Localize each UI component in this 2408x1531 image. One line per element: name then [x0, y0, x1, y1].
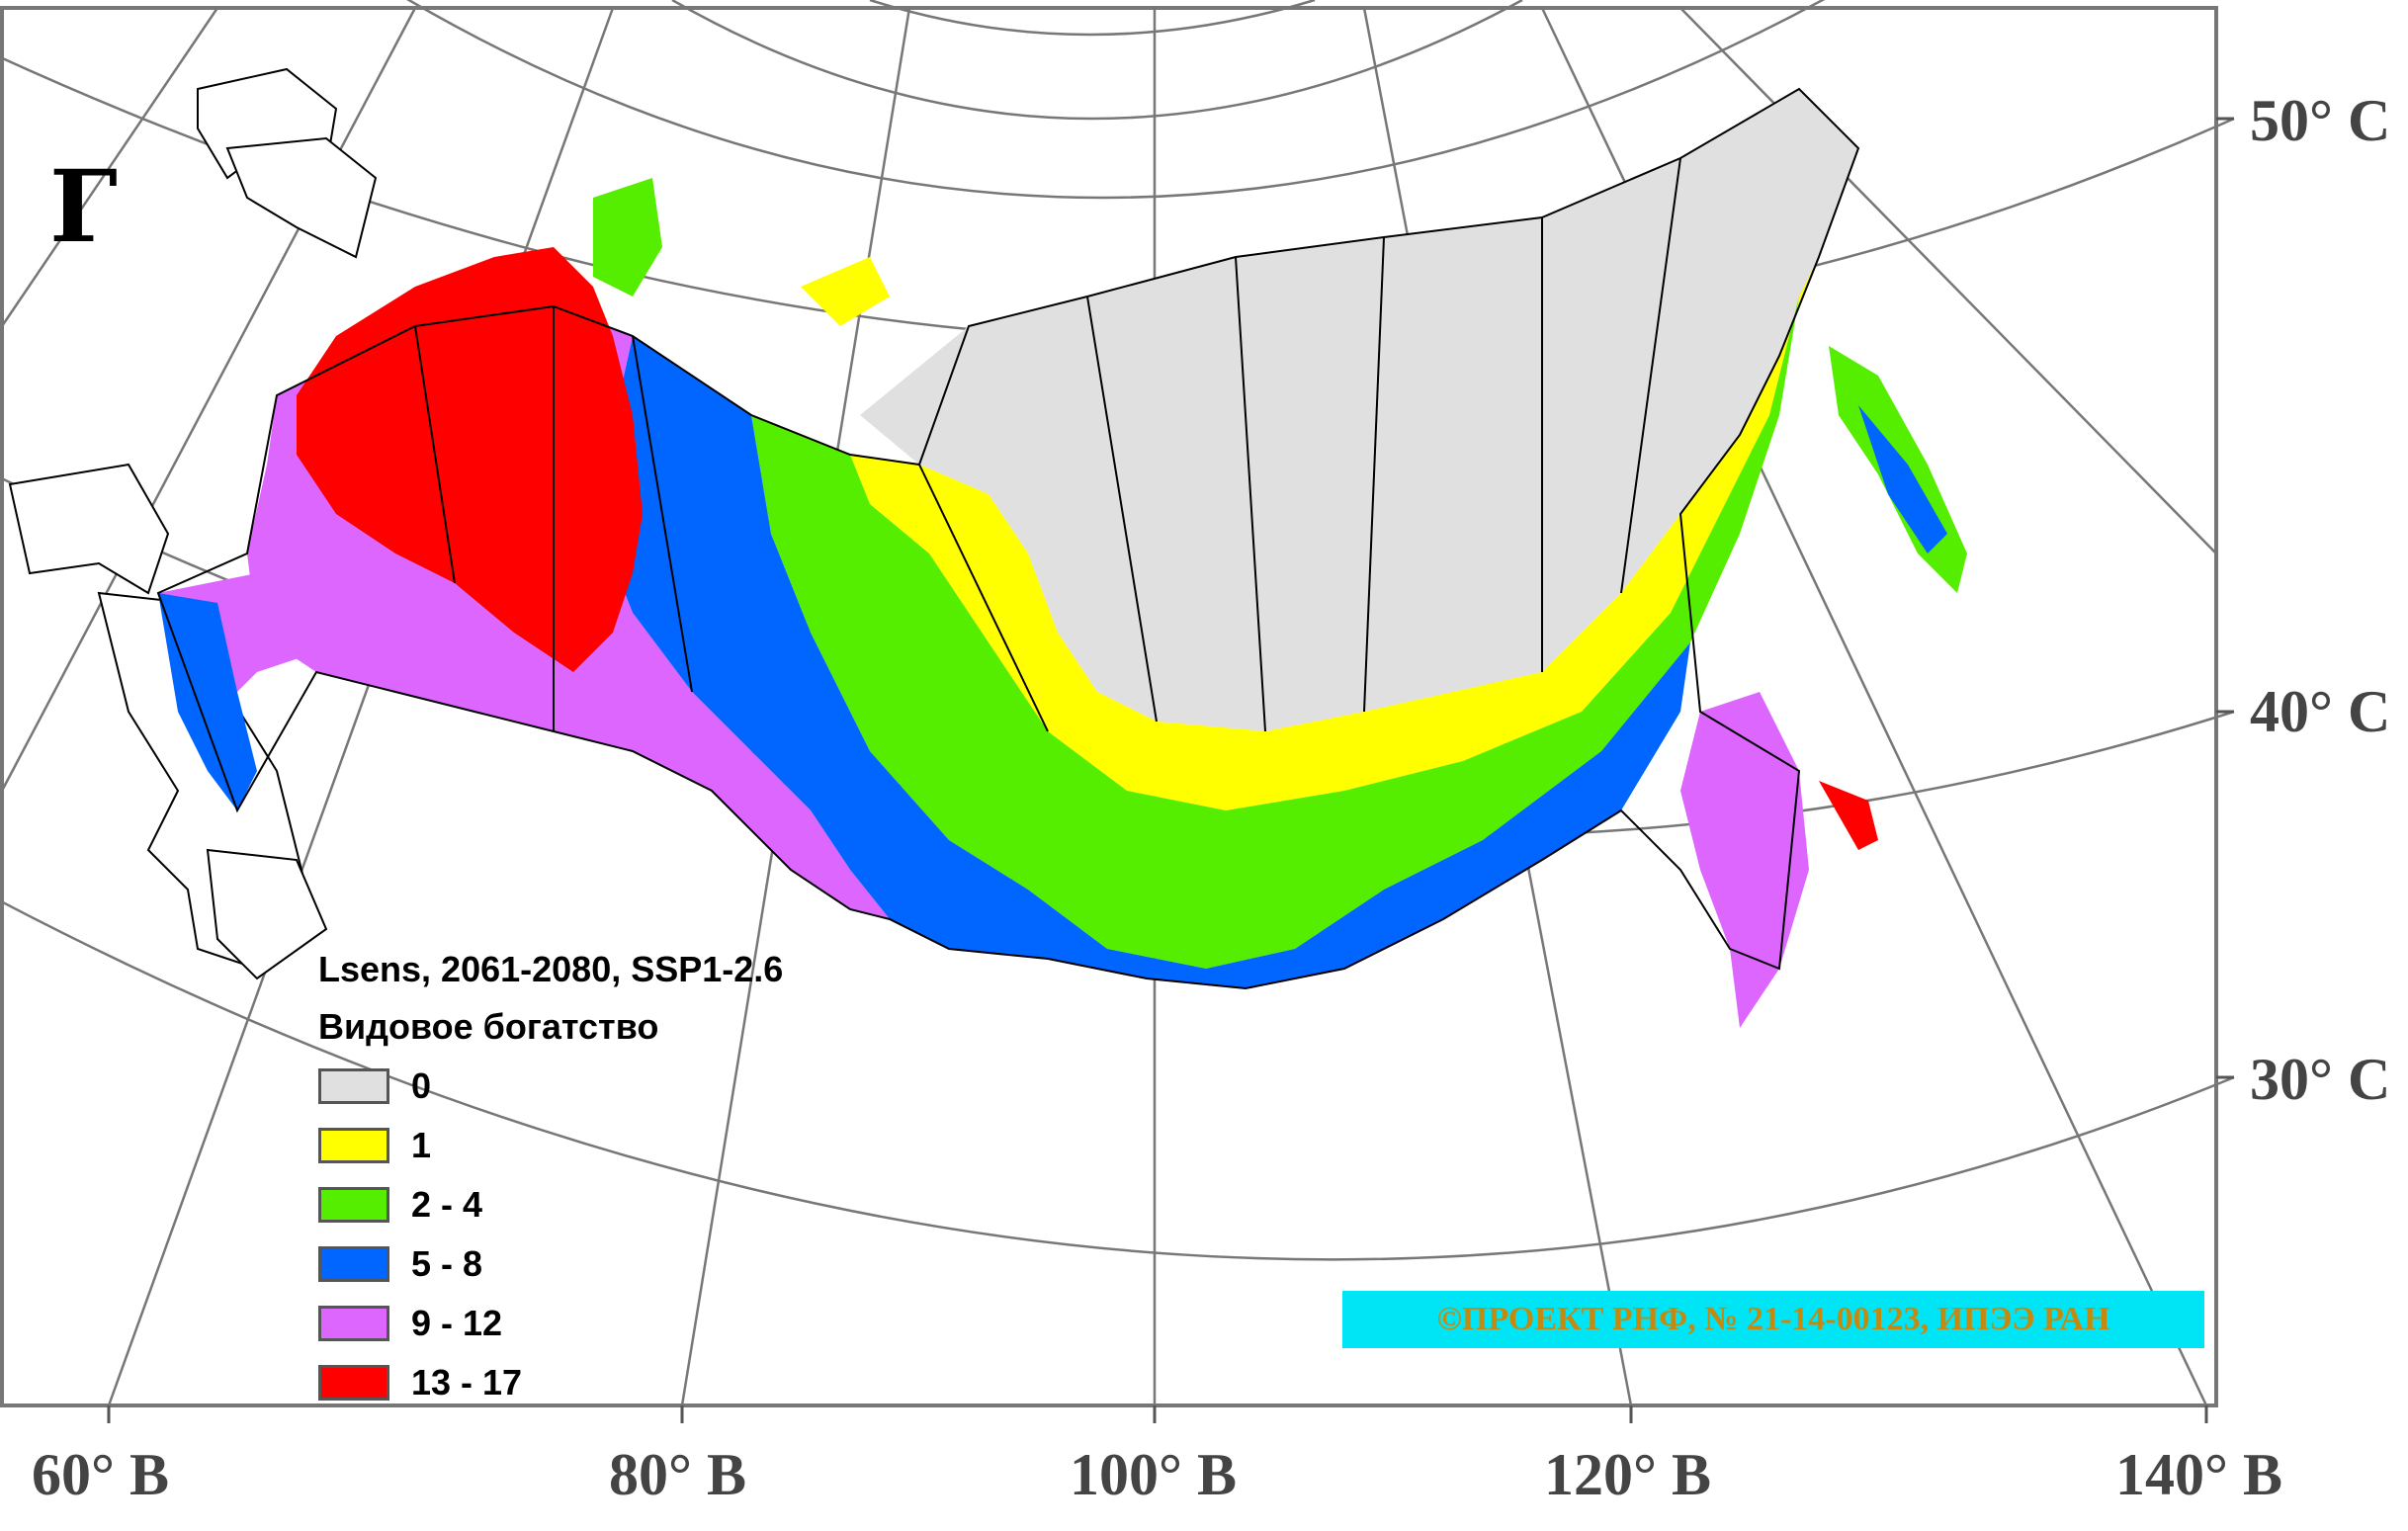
meridian-40: [0, 7, 417, 792]
legend-item: 1: [318, 1125, 431, 1166]
legend-subtitle: Видовое богатство: [318, 1006, 659, 1047]
lon-label-60: 60° В: [32, 1442, 170, 1507]
zone-0: [860, 89, 1858, 731]
legend-label: 13 - 17: [411, 1362, 523, 1403]
legend-swatch: [318, 1068, 389, 1104]
zone-13-17: [297, 247, 643, 672]
legend-swatch: [318, 1187, 389, 1223]
meridian-160: [1679, 7, 2217, 554]
legend-swatch: [318, 1306, 389, 1341]
legend-item: 2 - 4: [318, 1184, 482, 1226]
zone-taimyr: [801, 257, 890, 326]
zone-2-4: [751, 297, 1799, 969]
lon-label-80: 80° В: [609, 1442, 747, 1507]
zone-kola: [593, 178, 662, 297]
lon-label-120: 120° В: [1544, 1442, 1712, 1507]
legend-swatch: [318, 1128, 389, 1163]
latitude-line-70: [671, 0, 1523, 121]
credit-banner: ©ПРОЕКТ РНФ, № 21-14-00123, ИПЭЭ РАН: [1342, 1291, 2204, 1348]
lat-label-50: 50° С: [2250, 88, 2391, 153]
zone-5-8: [593, 336, 1690, 988]
legend-label: 1: [411, 1125, 432, 1165]
legend-label: 9 - 12: [411, 1303, 503, 1343]
legend-item: 9 - 12: [318, 1303, 502, 1344]
richness-zones: [158, 89, 1967, 1028]
legend-item: 0: [318, 1065, 431, 1107]
meridian-20: [0, 7, 219, 327]
panel-letter: Г: [49, 148, 119, 265]
legend-item: 13 - 17: [318, 1362, 522, 1403]
lon-label-100: 100° В: [1070, 1442, 1238, 1507]
zone-9-12-sakhalin-region: [1680, 692, 1809, 1028]
legend-label: 0: [411, 1065, 432, 1106]
latitude-line-60: [406, 0, 1826, 200]
neighbour-outlines: [8, 67, 378, 980]
legend-swatch: [318, 1246, 389, 1282]
legend-label: 2 - 4: [411, 1184, 483, 1225]
legend-item: 5 - 8: [318, 1243, 482, 1285]
zone-1: [850, 257, 1819, 810]
zone-kamchatka-blue: [1858, 405, 1947, 553]
zone-5-8-west: [158, 593, 257, 810]
meridian-60: [107, 7, 615, 1406]
axis-ticks: [107, 117, 2234, 1423]
lat-label-40: 40° С: [2250, 679, 2391, 744]
legend-swatch: [318, 1365, 389, 1401]
zone-13-17-east: [1819, 781, 1878, 850]
latitude-line-80: [869, 0, 1316, 37]
legend-label: 5 - 8: [411, 1243, 483, 1284]
lat-label-30: 30° С: [2250, 1047, 2391, 1112]
legend-title: Lsens, 2061-2080, SSP1-2.6: [318, 949, 784, 989]
lon-label-140: 140° В: [2115, 1442, 2283, 1507]
latitude-line-30: [0, 899, 2235, 1261]
region-boundaries: [156, 87, 1860, 990]
